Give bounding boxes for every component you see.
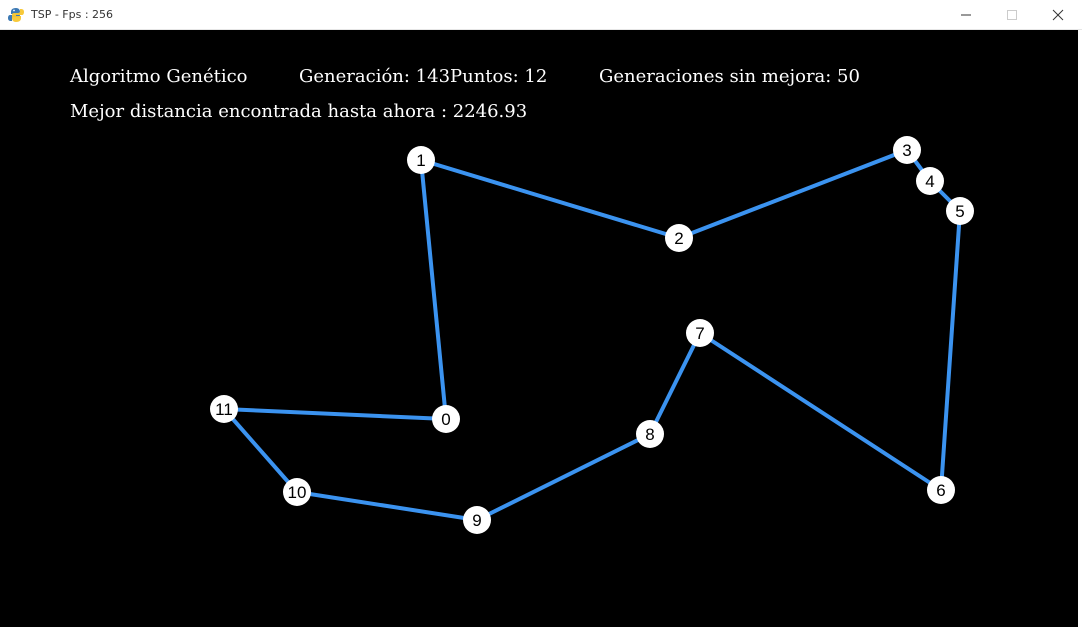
title-bar[interactable]: TSP - Fps : 256	[0, 0, 1082, 30]
points-counter: Puntos: 12	[450, 66, 548, 87]
pygame-snake-icon	[8, 7, 24, 23]
city-node-circle	[916, 167, 944, 195]
route-edge-10-11	[222, 407, 299, 494]
window-border	[1078, 30, 1082, 627]
minimize-icon	[961, 14, 971, 16]
city-node-circle	[946, 197, 974, 225]
maximize-icon	[1007, 10, 1017, 20]
city-node-label: 7	[695, 324, 704, 343]
city-node-circle	[636, 420, 664, 448]
city-node-label: 2	[674, 229, 683, 248]
city-node-circle	[283, 478, 311, 506]
city-node-9: 9	[463, 506, 491, 534]
minimize-button[interactable]	[943, 0, 989, 30]
route-edges	[222, 148, 962, 522]
city-node-label: 10	[288, 483, 307, 502]
city-node-circle	[210, 395, 238, 423]
city-node-label: 9	[472, 511, 481, 530]
city-node-label: 11	[215, 400, 233, 419]
city-node-circle	[686, 319, 714, 347]
no-improvement-counter: Generaciones sin mejora: 50	[599, 66, 860, 87]
city-node-circle	[432, 405, 460, 433]
route-nodes: 0 1 2 34 5 6 7 8 9 10 11	[210, 136, 974, 534]
city-node-label: 3	[902, 141, 911, 160]
maximize-button[interactable]	[989, 0, 1035, 30]
city-node-circle	[407, 146, 435, 174]
route-edge-1-2	[419, 158, 681, 240]
city-node-8: 8	[636, 420, 664, 448]
city-node-2: 2	[665, 224, 693, 252]
generation-counter: Generación: 143	[299, 66, 451, 87]
route-edge-9-10	[295, 490, 479, 522]
algorithm-label: Algoritmo Genético	[70, 66, 248, 87]
simulation-canvas[interactable]	[0, 30, 1082, 627]
city-node-10: 10	[283, 478, 311, 506]
city-node-circle	[463, 506, 491, 534]
city-node-0: 0	[432, 405, 460, 433]
city-node-label: 1	[416, 151, 425, 170]
city-node-5: 5	[946, 197, 974, 225]
route-edge-0-1	[419, 158, 448, 421]
city-node-6: 6	[927, 476, 955, 504]
close-button[interactable]	[1035, 0, 1081, 30]
route-edge-6-7	[698, 331, 943, 492]
city-node-7: 7	[686, 319, 714, 347]
city-node-label: 8	[645, 425, 654, 444]
window-title: TSP - Fps : 256	[31, 8, 114, 21]
route-edge-7-8	[648, 331, 702, 436]
route-edge-11-0	[222, 407, 448, 421]
city-node-label: 0	[441, 410, 450, 429]
city-node-11: 11	[210, 395, 238, 423]
city-node-label: 5	[955, 202, 964, 221]
city-node-circle	[927, 476, 955, 504]
city-node-circle	[893, 136, 921, 164]
best-distance-label: Mejor distancia encontrada hasta ahora :…	[70, 101, 528, 122]
route-edge-2-3	[677, 148, 909, 240]
city-node-label: 4	[925, 172, 934, 191]
route-edge-5-6	[939, 209, 962, 492]
city-node-1: 1	[407, 146, 435, 174]
city-node-label: 6	[936, 481, 945, 500]
city-node-circle	[665, 224, 693, 252]
close-icon	[1052, 9, 1064, 21]
city-node-3: 3	[893, 136, 921, 164]
route-edge-8-9	[475, 432, 652, 522]
city-node-4: 4	[916, 167, 944, 195]
